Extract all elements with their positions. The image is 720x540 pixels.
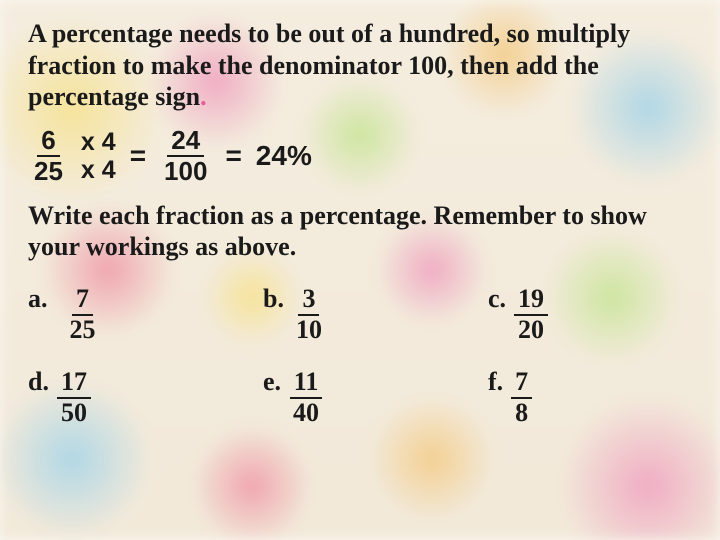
problem-d: d. 17 50	[28, 368, 263, 427]
equals-sign: =	[225, 140, 241, 172]
problem-label: f.	[488, 368, 503, 397]
problem-e: e. 11 40	[263, 368, 488, 427]
problem-label: e.	[263, 368, 281, 397]
problem-f: f. 7 8	[488, 368, 688, 427]
problem-c: c. 19 20	[488, 285, 688, 344]
problems-row: a. 7 25 b. 3 10 c. 19 20	[28, 285, 692, 344]
fraction-denominator: 50	[57, 399, 91, 428]
problem-fraction: 19 20	[514, 285, 548, 344]
example-fraction-2: 24 100	[160, 127, 211, 186]
fraction-numerator: 3	[298, 285, 319, 316]
fraction-numerator: 11	[290, 368, 323, 399]
problem-a: a. 7 25	[28, 285, 263, 344]
fraction-denominator: 25	[30, 157, 67, 185]
intro-text: A percentage needs to be out of a hundre…	[28, 18, 692, 113]
problem-fraction: 17 50	[57, 368, 91, 427]
slide-content: A percentage needs to be out of a hundre…	[0, 0, 720, 428]
fraction-numerator: 6	[37, 127, 59, 157]
problems-row: d. 17 50 e. 11 40 f. 7 8	[28, 368, 692, 427]
fraction-numerator: 7	[72, 285, 93, 316]
example-result: 24%	[256, 140, 312, 172]
fraction-numerator: 17	[57, 368, 91, 399]
problem-label: a.	[28, 285, 48, 314]
fraction-denominator: 20	[514, 316, 548, 345]
fraction-denominator: 100	[160, 157, 211, 185]
example-multiplier: x 4 x 4	[81, 128, 116, 185]
problem-label: c.	[488, 285, 506, 314]
intro-dot: .	[200, 82, 207, 111]
mult-top: x 4	[81, 128, 116, 156]
fraction-denominator: 40	[289, 399, 323, 428]
instruction-text: Write each fraction as a percentage. Rem…	[28, 200, 692, 263]
problem-fraction: 11 40	[289, 368, 323, 427]
example-fraction-1: 6 25	[30, 127, 67, 186]
fraction-denominator: 8	[511, 399, 532, 428]
fraction-numerator: 24	[167, 127, 204, 157]
fraction-numerator: 7	[511, 368, 532, 399]
problem-fraction: 7 8	[511, 368, 532, 427]
fraction-numerator: 19	[514, 285, 548, 316]
problem-fraction: 3 10	[292, 285, 326, 344]
fraction-denominator: 10	[292, 316, 326, 345]
problems-grid: a. 7 25 b. 3 10 c. 19 20	[28, 285, 692, 427]
problem-b: b. 3 10	[263, 285, 488, 344]
mult-bot: x 4	[81, 156, 116, 184]
problem-fraction: 7 25	[66, 285, 100, 344]
fraction-denominator: 25	[66, 316, 100, 345]
problem-label: d.	[28, 368, 49, 397]
worked-example: 6 25 x 4 x 4 = 24 100 = 24%	[30, 127, 692, 186]
equals-sign: =	[130, 140, 146, 172]
intro-body: A percentage needs to be out of a hundre…	[28, 19, 630, 111]
problem-label: b.	[263, 285, 284, 314]
